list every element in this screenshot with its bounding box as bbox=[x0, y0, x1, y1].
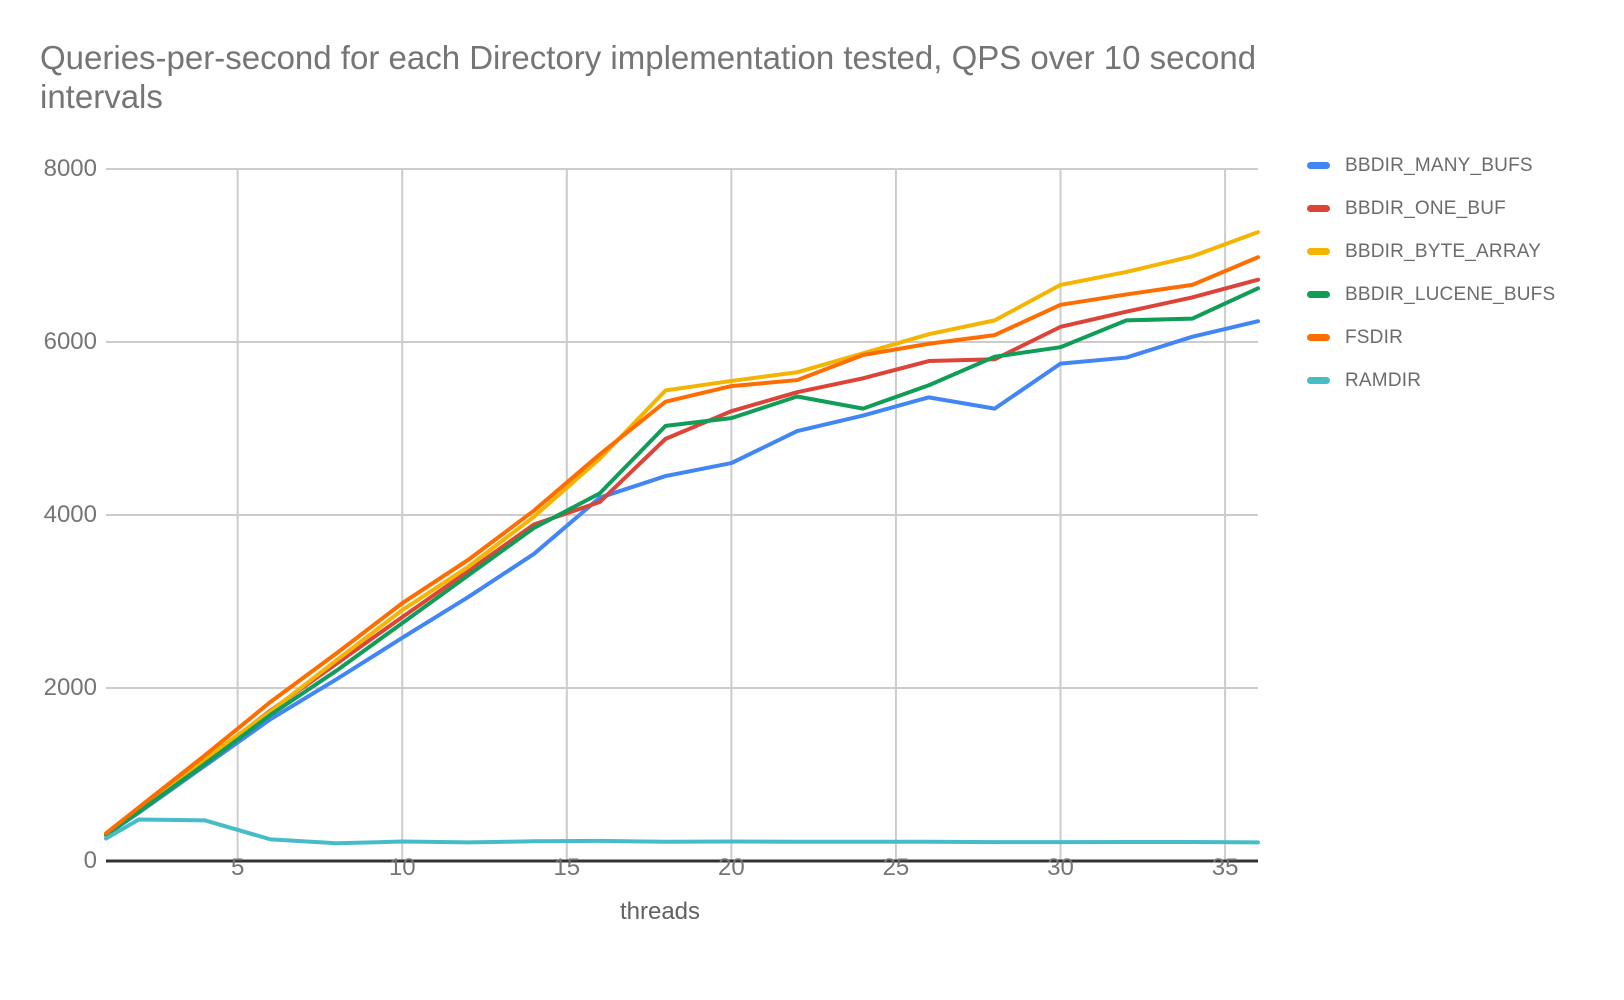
x-tick-label: 15 bbox=[553, 854, 581, 881]
legend-item-bbdir-lucene-bufs: BBDIR_LUCENE_BUFS bbox=[1307, 273, 1555, 316]
x-axis-title: threads bbox=[619, 898, 701, 925]
series-line-bbdir-lucene-bufs bbox=[104, 286, 1260, 838]
y-tick-label: 0 bbox=[83, 847, 97, 874]
legend-item-bbdir-many-bufs: BBDIR_MANY_BUFS bbox=[1307, 144, 1555, 187]
legend-item-bbdir-byte-array: BBDIR_BYTE_ARRAY bbox=[1307, 230, 1555, 273]
x-tick-label: 10 bbox=[388, 854, 416, 881]
legend-swatch-bbdir-many-bufs bbox=[1307, 162, 1330, 169]
series-line-fsdir bbox=[104, 255, 1260, 836]
legend-label: BBDIR_LUCENE_BUFS bbox=[1345, 283, 1556, 305]
y-tick-label: 8000 bbox=[43, 155, 97, 182]
x-tick-label: 35 bbox=[1211, 854, 1239, 881]
x-tick-label: 5 bbox=[230, 854, 245, 881]
x-tick-label: 30 bbox=[1047, 854, 1074, 881]
series-line-bbdir-byte-array bbox=[104, 230, 1260, 837]
legend-label: BBDIR_MANY_BUFS bbox=[1345, 154, 1533, 176]
chart-title-line1: Queries-per-second for each Directory im… bbox=[40, 39, 1257, 76]
legend-item-bbdir-one-buf: BBDIR_ONE_BUF bbox=[1307, 187, 1555, 230]
y-tick-label: 2000 bbox=[43, 674, 97, 701]
legend-swatch-fsdir bbox=[1307, 334, 1330, 341]
series-line-ramdir bbox=[104, 817, 1260, 846]
legend-swatch-ramdir bbox=[1307, 377, 1330, 384]
legend-label: FSDIR bbox=[1345, 326, 1403, 348]
legend-swatch-bbdir-byte-array bbox=[1307, 248, 1330, 255]
legend-item-fsdir: FSDIR bbox=[1307, 316, 1555, 359]
legend-swatch-bbdir-lucene-bufs bbox=[1307, 291, 1330, 298]
legend-swatch-bbdir-one-buf bbox=[1307, 205, 1330, 212]
x-tick-label: 25 bbox=[882, 854, 910, 881]
chart-title-line2: intervals bbox=[40, 78, 163, 115]
legend: BBDIR_MANY_BUFS BBDIR_ONE_BUF BBDIR_BYTE… bbox=[1307, 144, 1555, 402]
legend-label: BBDIR_BYTE_ARRAY bbox=[1345, 240, 1542, 262]
legend-label: RAMDIR bbox=[1345, 369, 1422, 391]
x-tick-label: 20 bbox=[718, 854, 745, 881]
y-tick-label: 6000 bbox=[43, 328, 97, 355]
legend-label: BBDIR_ONE_BUF bbox=[1345, 197, 1506, 219]
chart-title: Queries-per-second for each Directory im… bbox=[40, 38, 1256, 116]
series-line-bbdir-many-bufs bbox=[104, 319, 1260, 838]
legend-item-ramdir: RAMDIR bbox=[1307, 359, 1555, 402]
y-tick-label: 4000 bbox=[43, 501, 97, 528]
